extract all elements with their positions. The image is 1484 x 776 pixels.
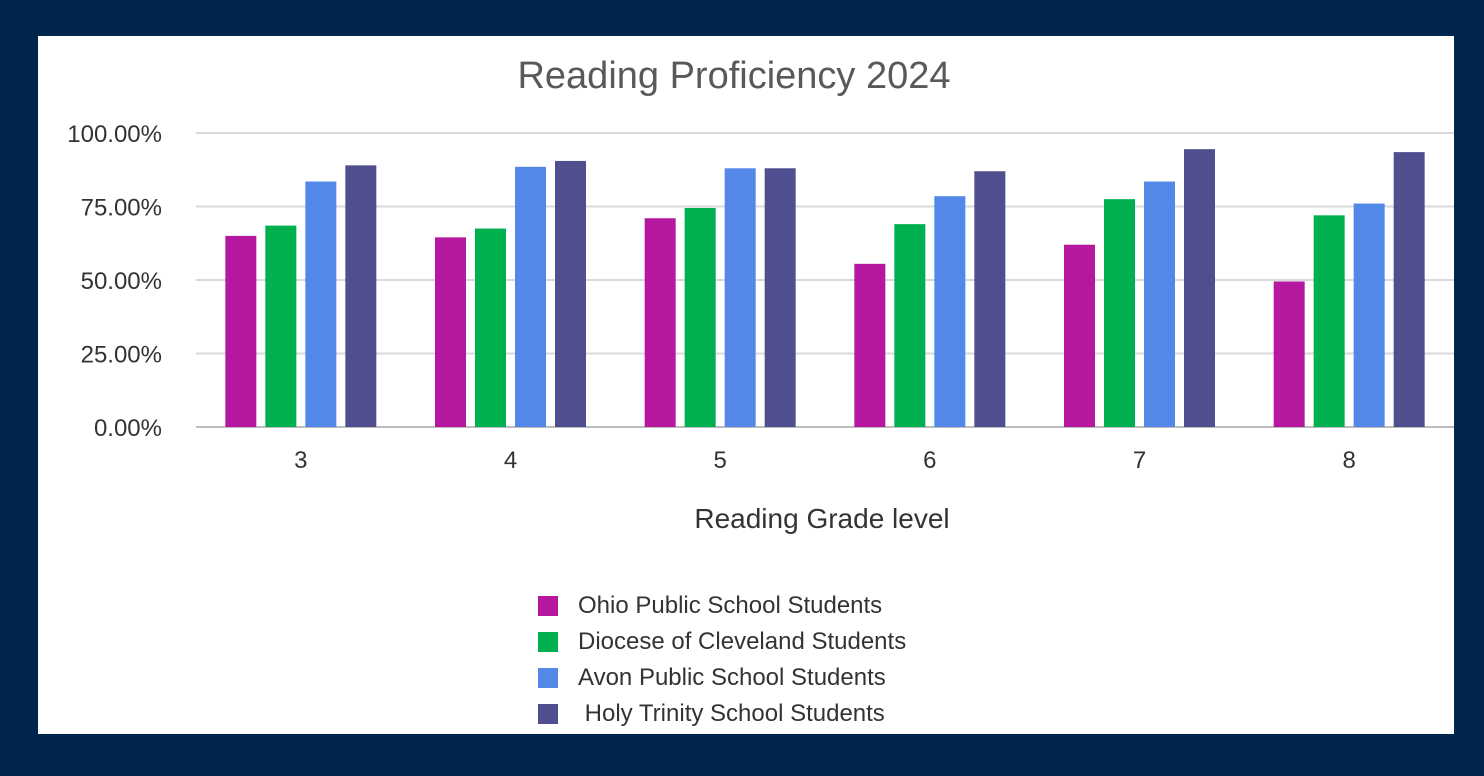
legend-item: Avon Public School Students [538,660,906,696]
bar [1273,281,1305,427]
x-tick-label: 7 [1133,447,1146,474]
x-tick-label: 3 [294,447,307,474]
y-tick-label: 0.00% [94,415,162,442]
bar [974,171,1006,427]
legend-label: Holy Trinity School Students [578,700,885,727]
x-tick-label: 5 [713,447,726,474]
legend-label: Avon Public School Students [578,664,886,691]
bar [265,225,297,427]
chart-legend: Ohio Public School Students Diocese of Cl… [538,588,906,732]
bar [1144,181,1175,427]
x-tick-label: 4 [504,447,517,474]
bar [515,166,546,427]
bar [644,218,676,427]
y-tick-label: 50.00% [81,268,162,295]
x-axis-label: Reading Grade level [694,503,949,534]
x-tick-label: 8 [1342,447,1355,474]
bar [1353,203,1385,427]
bar [764,168,796,427]
chart-title: Reading Proficiency 2024 [517,55,950,97]
bar [435,237,466,427]
bar [225,235,257,427]
bar [305,181,337,427]
bar-chart: Reading Proficiency 2024 0.00% 25.00% 50.0… [67,55,1454,534]
legend-label: Ohio Public School Students [578,592,883,619]
legend-item: Diocese of Cleveland Students [538,624,906,660]
bar [345,165,377,427]
bar [1184,149,1215,428]
x-tick-label: 6 [923,447,936,474]
legend-swatch [538,668,558,688]
y-tick-label: 25.00% [81,342,162,369]
legend-swatch [538,632,558,652]
bar [555,160,586,427]
chart-panel: Reading Proficiency 2024 0.00% 25.00% 50.0… [38,36,1454,734]
bar [934,196,966,427]
bar [724,168,756,427]
bar [1393,152,1425,428]
bar [1104,199,1135,427]
y-tick-label: 75.00% [81,195,162,222]
bar [854,263,886,427]
bar [684,207,716,427]
bar [1064,244,1095,427]
legend-swatch [538,704,558,724]
bar [1313,215,1345,427]
y-tick-label: 100.00% [67,121,162,148]
legend-swatch [538,596,558,616]
legend-label: Diocese of Cleveland Students [578,628,907,655]
bar [475,228,506,427]
bar [894,224,926,427]
legend-item: Ohio Public School Students [538,588,906,624]
legend-item: Holy Trinity School Students [538,696,906,732]
